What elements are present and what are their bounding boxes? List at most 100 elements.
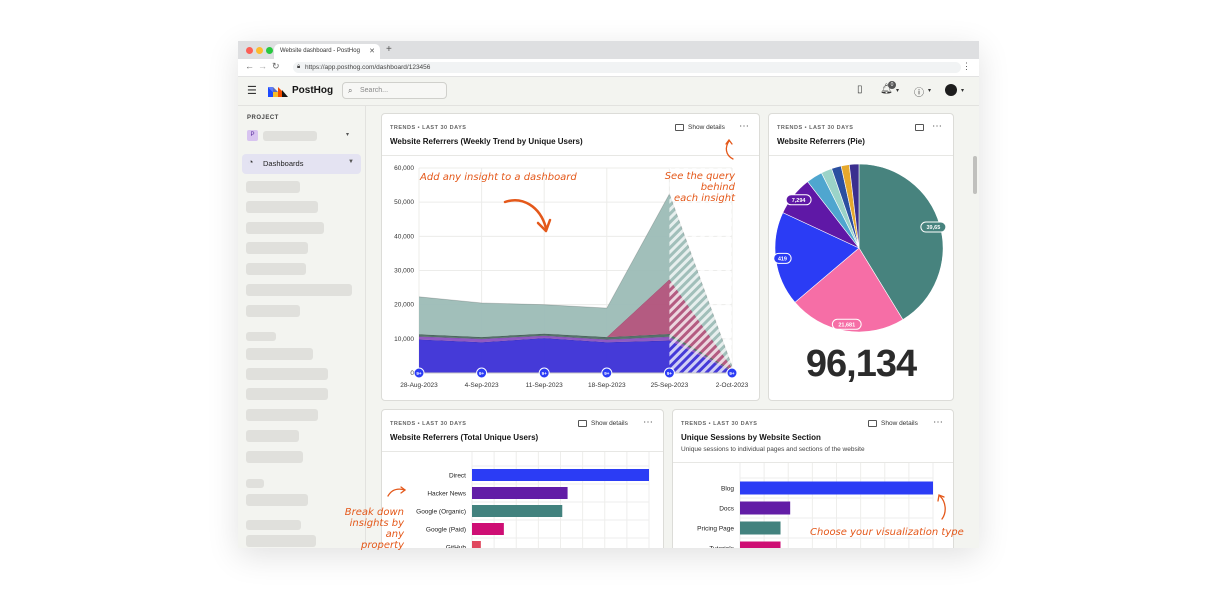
card-subtitle: TRENDS • LAST 30 DAYS <box>390 125 467 131</box>
sidebar-item-placeholder[interactable] <box>246 284 352 296</box>
card-title[interactable]: Website Referrers (Weekly Trend by Uniqu… <box>390 137 583 146</box>
sidebar-item-placeholder[interactable] <box>246 409 318 421</box>
sidebar-item-placeholder[interactable] <box>246 494 308 506</box>
reload-icon[interactable]: ↻ <box>272 61 280 71</box>
pie-data-label-pill <box>831 318 862 330</box>
pie-data-label-pill <box>785 194 812 206</box>
url-field[interactable]: 🔒︎ https://app.posthog.com/dashboard/123… <box>293 62 961 73</box>
sidebar-item-placeholder[interactable] <box>246 520 301 530</box>
card-header: TRENDS • LAST 30 DAYS Website Referrers … <box>769 114 953 156</box>
avatar[interactable] <box>945 84 957 96</box>
browser-window: Website dashboard - PostHog ✕ + ← → ↻ 🔒︎… <box>238 41 979 548</box>
sidebar-item-placeholder[interactable] <box>246 242 308 254</box>
help-icon[interactable]: ⓘ <box>914 88 924 99</box>
card-subtitle: TRENDS • LAST 30 DAYS <box>681 421 758 427</box>
pie-data-label: 7,294 <box>792 198 807 204</box>
project-chevron-icon[interactable]: ▾ <box>346 132 350 138</box>
insight-card-unique-sessions[interactable]: TRENDS • LAST 30 DAYS Unique Sessions by… <box>672 409 954 548</box>
notebook-icon[interactable]: ▯ <box>857 84 863 95</box>
minimize-window-button[interactable] <box>256 47 263 54</box>
sidebar-item-dashboards[interactable]: ◔ Dashboards ▼ <box>242 154 361 174</box>
sidebar-item-placeholder[interactable] <box>246 181 300 193</box>
more-options-icon[interactable]: ⋯ <box>933 417 943 428</box>
browser-menu-icon[interactable]: ⋮ <box>962 61 971 71</box>
data-point-marker <box>663 367 675 379</box>
data-point-marker <box>726 367 738 379</box>
bell-icon[interactable]: 🔔︎ <box>880 84 893 95</box>
weekly-trend-area-chart[interactable]: 0 10,000 20,000 30,000 40,000 50,000 60,000 28-… <box>382 156 759 400</box>
forward-icon[interactable]: → <box>258 61 267 71</box>
close-window-button[interactable] <box>246 47 253 54</box>
card-title[interactable]: Website Referrers (Total Unique Users) <box>390 433 539 442</box>
insight-card-weekly-trend[interactable]: TRENDS • LAST 30 DAYS Website Referrers … <box>381 113 760 401</box>
show-details-button[interactable]: Show details <box>578 420 628 427</box>
back-icon[interactable]: ← <box>245 61 254 71</box>
card-title[interactable]: Unique Sessions by Website Section <box>681 433 821 442</box>
bar <box>740 541 781 548</box>
sidebar-section-placeholder <box>246 479 264 488</box>
annotation-add-insight: Add any insight to a dashboard <box>420 172 577 183</box>
sidebar-item-placeholder[interactable] <box>246 222 324 234</box>
sidebar-toggle-icon[interactable]: ☰ <box>247 85 257 97</box>
sidebar-item-placeholder[interactable] <box>246 535 316 547</box>
sidebar-item-placeholder[interactable] <box>246 305 300 317</box>
brand-name: PostHog <box>292 85 334 96</box>
pie-slice-8 <box>848 163 860 249</box>
data-point-label: 9+ <box>729 371 735 376</box>
sidebar-item-placeholder[interactable] <box>246 451 303 463</box>
bar-category-label: Pricing Page <box>697 526 734 533</box>
posthog-logo-icon <box>268 87 288 97</box>
lock-icon: 🔒︎ <box>297 64 301 70</box>
annotation-arrow-icon <box>725 138 734 160</box>
search-placeholder: Search... <box>360 87 389 94</box>
show-details-button[interactable]: Show details <box>868 420 918 427</box>
project-label: PROJECT <box>247 115 279 121</box>
details-icon <box>675 124 684 131</box>
dashboard-content: TRENDS • LAST 30 DAYS Website Referrers … <box>366 106 970 548</box>
card-title[interactable]: Website Referrers (Pie) <box>777 137 865 146</box>
sidebar-item-placeholder[interactable] <box>246 388 328 400</box>
show-details-button[interactable]: Show details <box>675 124 725 131</box>
new-tab-icon[interactable]: + <box>386 44 392 55</box>
tab-title: Website dashboard - PostHog <box>280 48 360 54</box>
more-options-icon[interactable]: ⋯ <box>643 417 653 428</box>
project-avatar: P <box>247 130 258 141</box>
data-point-label: 9+ <box>416 371 422 376</box>
more-options-icon[interactable]: ⋯ <box>932 121 942 132</box>
area-series-group <box>419 168 732 373</box>
referrers-pie-chart[interactable]: 39,65 21,681 419 7,294 <box>769 156 953 336</box>
area-series-1 <box>419 335 732 372</box>
sidebar-item-placeholder[interactable] <box>246 201 318 213</box>
sidebar-item-placeholder[interactable] <box>246 263 306 275</box>
y-tick-label: 20,000 <box>394 302 414 309</box>
scrollbar-thumb[interactable] <box>973 156 977 194</box>
details-icon <box>868 420 877 427</box>
bar-category-label: Tutorials <box>709 546 734 549</box>
sessions-bar-chart[interactable]: Blog Docs Pricing Page Tutorials <box>673 463 953 548</box>
pie-slice-1 <box>794 247 904 333</box>
total-users-bar-chart[interactable]: Direct Hacker News Google (Organic) Google … <box>382 452 663 548</box>
close-tab-icon[interactable]: ✕ <box>369 48 375 55</box>
scrollbar-track[interactable] <box>971 106 979 548</box>
search-input[interactable]: ⌕ Search... <box>342 82 447 99</box>
maximize-window-button[interactable] <box>266 47 273 54</box>
more-options-icon[interactable]: ⋯ <box>739 121 749 132</box>
account-chevron-icon[interactable]: ▾ <box>961 88 965 94</box>
annotation-see-query: See the query behind each insight <box>664 171 735 204</box>
insight-card-pie[interactable]: TRENDS • LAST 30 DAYS Website Referrers … <box>768 113 954 401</box>
sidebar-item-placeholder[interactable] <box>246 430 299 442</box>
data-point-marker <box>476 367 488 379</box>
bar <box>472 541 481 548</box>
project-name-placeholder[interactable] <box>263 131 317 141</box>
sidebar-item-placeholder[interactable] <box>246 348 313 360</box>
x-tick-label: 28-Aug-2023 <box>400 382 438 389</box>
bell-chevron-icon[interactable]: ▾ <box>896 88 900 94</box>
pie-data-label: 39,65 <box>926 225 940 231</box>
insight-card-total-unique-users[interactable]: TRENDS • LAST 30 DAYS Website Referrers … <box>381 409 664 548</box>
sidebar-item-placeholder[interactable] <box>246 368 328 380</box>
show-details-button[interactable] <box>915 124 928 131</box>
bar-category-label: Hacker News <box>427 491 466 498</box>
browser-tab[interactable]: Website dashboard - PostHog ✕ <box>274 44 380 59</box>
card-subtitle: TRENDS • LAST 30 DAYS <box>777 125 854 131</box>
help-chevron-icon[interactable]: ▾ <box>928 88 932 94</box>
